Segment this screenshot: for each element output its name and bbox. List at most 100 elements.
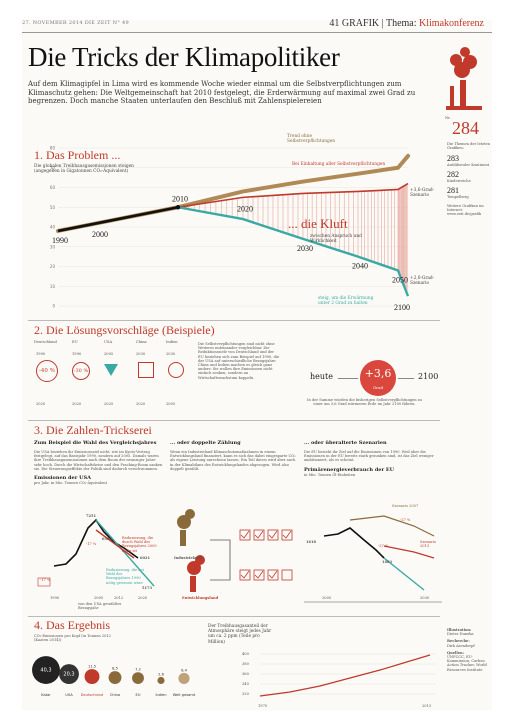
degree-value: +3,6 <box>364 367 392 380</box>
tricks-col-1: Zum Beispiel die Wahl des Vergleichsjahr… <box>34 440 164 485</box>
year-label: 2020 <box>237 204 253 213</box>
credit-label-illustration: Illustration: <box>447 628 472 632</box>
year-label: 2030 <box>136 352 146 356</box>
year-label: 1990 <box>36 352 46 356</box>
usa-year-1990: 1990 <box>50 596 60 600</box>
year-label: 2020 <box>36 402 46 406</box>
per-capita-mark <box>132 672 144 684</box>
credits: Illustration: Dieter Duneka Recherche: D… <box>447 628 491 672</box>
section-name: GRAFIK <box>341 18 380 29</box>
y-tick-label: 20 <box>50 264 56 269</box>
thema-name: Klimakonferenz <box>419 18 484 29</box>
double-count-diagram <box>177 509 293 592</box>
eu-energy-line <box>323 527 385 559</box>
sidebar-more: Weitere Grafiken im Internet: www.zeit.d… <box>447 203 484 217</box>
china-target-icon <box>138 362 154 378</box>
section4-subtitle: CO₂-Emissionen pro Kopf (in Tonnen 2012 … <box>34 634 111 643</box>
tricks-col-3: ... oder überalterte Szenarien Die EU be… <box>304 440 442 477</box>
year-label: 1990 <box>72 352 82 356</box>
ppm-tick: 320 <box>242 692 249 696</box>
per-capita-mark <box>157 676 165 684</box>
year-label: 1990 <box>52 236 68 245</box>
col3-sub: Primärenergieverbrauch der EU <box>304 466 395 473</box>
per-capita-value: 7,2 <box>135 668 141 672</box>
y-tick-label: 50 <box>50 205 56 210</box>
eu-scen-2007-label: Szenario 2007 <box>392 504 419 508</box>
usa-percent-2: -17 % <box>40 578 51 582</box>
col2-text: Wenn ein Industrieland Klimaschutzmaßnah… <box>170 450 296 471</box>
ppm-tick: 380 <box>242 662 249 666</box>
col3-text: Die EU bezieht ihr Ziel auf die Emission… <box>304 450 434 463</box>
usa-1990-path <box>95 519 155 587</box>
eu-value-1: 1618 <box>306 540 317 544</box>
eu-value-2: 1483 <box>382 560 393 564</box>
usa-year-2012: 2012 <box>114 596 124 600</box>
country-china: China <box>136 340 147 344</box>
issue-nr-label: Nr. <box>445 116 451 120</box>
divider-2 <box>28 320 440 321</box>
header-separator: | <box>381 18 384 29</box>
arrow-line <box>398 378 414 379</box>
commit-label: Bei Einhaltung aller Selbstverpflichtung… <box>292 162 386 167</box>
eu-percent-1: -27 % <box>400 518 411 522</box>
page-title: Die Tricks der Klimapolitiker <box>28 42 340 72</box>
sidebar-label-3: Tempelberg <box>447 195 469 200</box>
per-capita-country: Deutschland <box>81 693 104 697</box>
intro-text: Auf dem Klimagipfel in Lima wird es komm… <box>28 80 416 106</box>
eu-scen-2013 <box>383 545 435 559</box>
point-2010 <box>175 205 181 210</box>
eu-year-2005: 2005 <box>322 596 332 600</box>
credit-label-research: Recherche: <box>447 639 470 644</box>
usa-2005-value: 6525 <box>102 537 113 541</box>
year-label: 2000 <box>92 230 108 239</box>
year-label: 2025 <box>104 402 114 406</box>
usa-2020-target: 6021 <box>140 556 151 560</box>
per-capita-country: Indien <box>155 693 166 697</box>
col2-head: ... oder doppelte Zählung <box>170 440 241 446</box>
scen2-label: +2,0-Grad-Szenario <box>410 276 435 287</box>
usa-note-1: Reduzierung, die durch Wahl des Bezugsja… <box>122 536 157 553</box>
year-label: 2005 <box>104 352 114 356</box>
thema-label: Thema: <box>385 18 417 29</box>
ppm-tick: 340 <box>242 682 249 686</box>
per-capita-country: Katar <box>41 693 51 697</box>
per-capita-country: USA <box>65 693 73 697</box>
per-capita-value: 40,3 <box>40 668 51 674</box>
temperature-panel: heute +3,6 Grad 2100 In der Summe würden… <box>284 338 442 418</box>
credit-research: Dirk Asendorpf <box>447 643 475 648</box>
y-tick-label: 70 <box>50 165 56 170</box>
issue-number: 284 <box>452 118 479 138</box>
divider-3 <box>28 420 440 421</box>
ppm-chart <box>259 653 436 697</box>
page-header: 41 GRAFIK | Thema: Klimakonferenz <box>329 18 484 29</box>
usa-emissions-chart <box>37 518 155 587</box>
usa-year-2005: 2005 <box>94 596 104 600</box>
y-tick-label: 10 <box>50 284 56 289</box>
usa-year-2020: 2020 <box>138 596 148 600</box>
smokestack-logo-icon <box>446 47 482 110</box>
kluft-label: ... die Kluft <box>288 216 348 231</box>
per-capita-country: Welt gesamt <box>173 693 196 697</box>
page-number: 41 <box>329 18 340 29</box>
year-label: 2010 <box>172 194 188 203</box>
sidebar-label-2: Kinderreiche <box>447 179 471 184</box>
developing-label: Entwicklungsland <box>182 596 219 600</box>
usa-2005-path <box>95 529 135 559</box>
year-2100-label: 2100 <box>418 372 439 381</box>
country-usa: USA <box>104 340 113 344</box>
per-capita-value: 20,3 <box>63 672 74 678</box>
year-label: 2020 <box>72 402 82 406</box>
country-india: Indien <box>166 340 178 344</box>
commitment-line <box>177 182 409 209</box>
section1-subtitle: Die globalen Treibhausgasemissionen stei… <box>34 164 134 175</box>
eu-target-line <box>383 557 425 591</box>
col1-head: Zum Beispiel die Wahl des Vergleichsjahr… <box>34 440 157 446</box>
degree-badge: +3,6 Grad <box>360 360 396 396</box>
year-label: 2040 <box>352 262 368 271</box>
section3-title: 3. Die Zahlen-Trickserei <box>34 423 152 437</box>
col1-sub: Emissionen der USA <box>34 475 91 482</box>
eu-target: -30 % <box>72 362 90 380</box>
ppm-lead: Der Treibhausgasanteil der Atmosphäre st… <box>208 624 272 645</box>
eu-scen-2013-label: Szenario 2013 <box>420 540 436 549</box>
country-eu: EU <box>72 340 78 344</box>
